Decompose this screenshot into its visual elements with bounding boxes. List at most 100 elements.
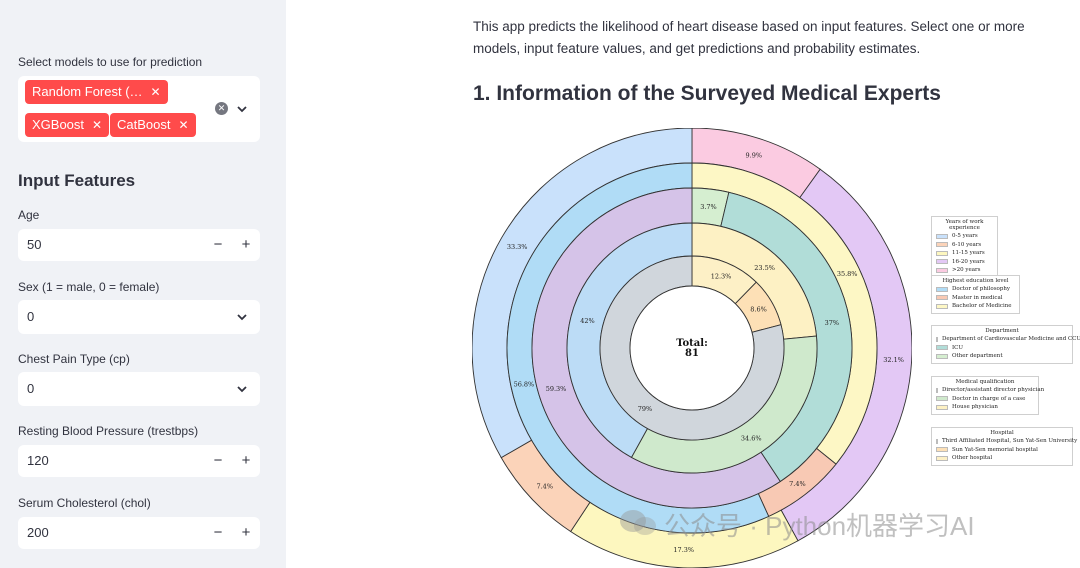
legend-swatch <box>936 353 948 359</box>
legend-swatch <box>936 336 938 342</box>
slice-label: 56.8% <box>514 380 535 388</box>
legend-label: Sun Yat-Sen memorial hospital <box>952 446 1038 453</box>
legend-entry: Department of Cardiovascular Medicine an… <box>936 335 1080 344</box>
chol-label: Serum Cholesterol (chol) <box>18 496 151 510</box>
slice-label: 33.3% <box>507 243 528 251</box>
legend-entry: >20 years <box>936 266 993 275</box>
cp-value: 0 <box>27 381 35 396</box>
slice-label: 23.5% <box>754 264 775 272</box>
age-increment-button[interactable]: + <box>241 236 251 253</box>
chol-decrement-button[interactable]: − <box>213 524 223 541</box>
slice-label: 79% <box>638 405 652 413</box>
bp-value[interactable]: 120 <box>27 453 49 468</box>
chol-increment-button[interactable]: + <box>241 524 251 541</box>
legend-years: Years of work experience 0-5 years 6-10 ye… <box>931 216 998 278</box>
chevron-down-icon[interactable] <box>236 103 248 115</box>
sex-select[interactable]: 0 <box>18 300 260 334</box>
bp-increment-button[interactable]: + <box>241 452 251 469</box>
chol-number-input[interactable]: 200 − + <box>18 517 260 549</box>
chol-value[interactable]: 200 <box>27 525 49 540</box>
legend-swatch <box>936 295 948 301</box>
center-label: Total: <box>676 338 708 349</box>
slice-label: 34.6% <box>741 434 762 442</box>
cp-select[interactable]: 0 <box>18 372 260 406</box>
legend-entry: Doctor in charge of a case <box>936 395 1034 404</box>
legend-entry: Third Affiliated Hospital, Sun Yat-Sen U… <box>936 437 1077 446</box>
legend-swatch <box>936 233 948 239</box>
legend-entry: Doctor of philosophy <box>936 285 1015 294</box>
legend-label: Other department <box>952 353 1003 360</box>
legend-entry: 0-5 years <box>936 232 993 241</box>
slice-label: 8.6% <box>750 305 767 313</box>
remove-catboost-icon[interactable]: ✕ <box>178 118 189 132</box>
legend-label: Doctor in charge of a case <box>952 395 1026 402</box>
input-features-heading: Input Features <box>18 171 136 190</box>
legend-label: 11-15 years <box>952 250 985 257</box>
legend-title: Hospital <box>990 430 1014 436</box>
remove-xgboost-icon[interactable]: ✕ <box>92 118 103 132</box>
clear-all-icon[interactable]: ✕ <box>215 102 228 115</box>
legend-label: House physician <box>952 404 998 411</box>
legend-swatch <box>936 438 938 444</box>
legend-label: 6-10 years <box>952 241 982 248</box>
main-content: This app predicts the likelihood of hear… <box>286 0 1080 568</box>
slice-label: 12.3% <box>711 273 732 281</box>
legend-entry: Other department <box>936 352 1068 361</box>
slice-label: 17.3% <box>673 546 694 554</box>
legend-swatch <box>936 250 948 256</box>
section-title: 1. Information of the Surveyed Medical E… <box>473 82 941 105</box>
center-value: 81 <box>685 348 699 359</box>
watermark-text: 公众号 · Python机器学习AI <box>664 511 975 541</box>
age-label: Age <box>18 208 40 222</box>
legend-label: Doctor of philosophy <box>952 286 1010 293</box>
legend-education: Highest education level Doctor of philoso… <box>931 275 1020 314</box>
bp-decrement-button[interactable]: − <box>213 452 223 469</box>
legend-entry: Sun Yat-Sen memorial hospital <box>936 446 1068 455</box>
legend-label: >20 years <box>952 267 981 274</box>
model-tag-xgboost[interactable]: XGBoost ✕ <box>25 113 110 137</box>
age-decrement-button[interactable]: − <box>213 236 223 253</box>
legend-swatch <box>936 404 948 410</box>
legend-swatch <box>936 345 948 351</box>
chevron-down-icon[interactable] <box>236 383 248 395</box>
legend-entry: Master in medical <box>936 294 1015 303</box>
slice-label: 32.1% <box>883 356 904 364</box>
models-multiselect[interactable]: Random Forest (… ✕ XGBoost ✕ CatBoost ✕ ✕ <box>18 76 260 142</box>
donut-center <box>629 285 755 411</box>
slice-label: 37% <box>825 319 839 327</box>
models-label: Select models to use for prediction <box>18 55 203 69</box>
sex-value: 0 <box>27 309 35 324</box>
bp-number-input[interactable]: 120 − + <box>18 445 260 477</box>
legend-swatch <box>936 242 948 248</box>
sidebar: Select models to use for prediction Rand… <box>0 0 286 568</box>
legend-swatch <box>936 447 948 453</box>
slice-label: 9.9% <box>746 152 763 160</box>
legend-title: Years of work experience <box>945 219 984 231</box>
legend-hospital: Hospital Third Affiliated Hospital, Sun Y… <box>931 427 1077 466</box>
legend-label: Department of Cardiovascular Medicine an… <box>942 336 1080 343</box>
legend-title: Medical qualification <box>955 379 1015 385</box>
legend-label: ICU <box>952 344 964 351</box>
slice-label: 7.4% <box>789 480 806 488</box>
model-tag-random-forest[interactable]: Random Forest (… ✕ <box>25 80 168 104</box>
age-value[interactable]: 50 <box>27 237 42 252</box>
legend-label: Other hospital <box>952 455 993 462</box>
legend-entry: 6-10 years <box>936 241 993 250</box>
legend-entry: ICU <box>936 344 1068 353</box>
age-number-input[interactable]: 50 − + <box>18 229 260 261</box>
legend-label: Director/assistant director physician <box>942 387 1045 394</box>
chevron-down-icon[interactable] <box>236 311 248 323</box>
legend-entry: 16-20 years <box>936 258 993 267</box>
legend-label: Third Affiliated Hospital, Sun Yat-Sen U… <box>942 438 1078 445</box>
slice-label: 42% <box>580 317 594 325</box>
legend-entry: Director/assistant director physician <box>936 386 1044 395</box>
legend-title: Department <box>985 328 1019 334</box>
legend-swatch <box>936 286 948 292</box>
sex-label: Sex (1 = male, 0 = female) <box>18 280 160 294</box>
legend-swatch <box>936 387 938 393</box>
model-tag-catboost[interactable]: CatBoost ✕ <box>110 113 196 137</box>
legend-entry: 11-15 years <box>936 249 993 258</box>
slice-label: 7.4% <box>536 482 553 490</box>
remove-random-forest-icon[interactable]: ✕ <box>150 85 161 99</box>
legend-swatch <box>936 455 948 461</box>
